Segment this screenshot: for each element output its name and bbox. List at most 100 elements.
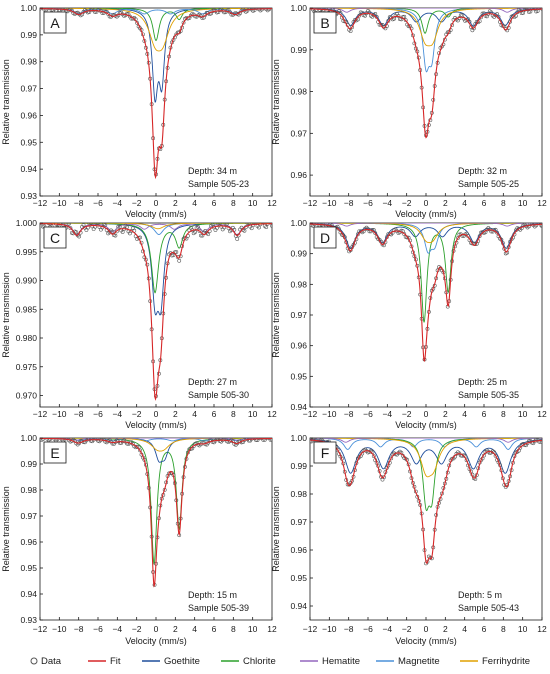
- y-tick-label: 0.93: [20, 615, 37, 625]
- data-point: [348, 29, 353, 33]
- x-tick-label: 2: [173, 409, 178, 419]
- x-tick-label: −10: [52, 198, 67, 208]
- series-ferrihydrite-line: [40, 223, 272, 230]
- y-tick-label: 0.98: [20, 485, 37, 495]
- data-point: [74, 230, 79, 235]
- plot-area: [310, 8, 542, 139]
- x-tick-label: −4: [112, 409, 122, 419]
- x-tick-label: −2: [402, 624, 412, 634]
- y-tick-label: 0.980: [16, 333, 38, 343]
- y-tick-label: 0.99: [290, 249, 307, 259]
- legend-label-data: Data: [41, 656, 62, 667]
- y-tick-label: 0.98: [20, 57, 37, 67]
- x-tick-label: −10: [52, 409, 67, 419]
- x-tick-label: −12: [33, 624, 48, 634]
- y-tick-label: 0.96: [290, 341, 307, 351]
- chart-legend: Data Fit Goethite Chlorite Hematite Magnetite…: [30, 656, 530, 667]
- legend-label-hematite: Hematite: [322, 656, 360, 667]
- y-axis-label: Relative transmission: [1, 59, 11, 145]
- y-tick-label: 0.97: [290, 310, 307, 320]
- series-ferrihydrite-line: [40, 438, 272, 452]
- data-point: [114, 229, 119, 234]
- chart-panel-f: −12 −10 −8 −6 −4 −2 0 2 4 6 8 10 12 0.94 0.95 0.96 0.97 0…: [271, 433, 547, 646]
- y-tick-label: 1.00: [20, 3, 37, 13]
- x-tick-label: −4: [382, 198, 392, 208]
- data-point: [113, 233, 118, 238]
- legend-label-fit: Fit: [110, 656, 121, 667]
- sample-annotation: Sample 505-43: [458, 603, 519, 613]
- y-tick-label: 0.99: [20, 459, 37, 469]
- y-tick-label: 0.99: [20, 30, 37, 40]
- x-tick-label: −8: [344, 198, 354, 208]
- x-tick-label: 12: [267, 624, 277, 634]
- data-point: [181, 20, 186, 25]
- panel-letter-box: [43, 226, 67, 249]
- data-point: [518, 445, 523, 450]
- series-fit-line: [40, 438, 272, 588]
- data-point: [96, 223, 100, 225]
- panel-letter-box: [43, 441, 67, 464]
- data-point: [138, 448, 142, 453]
- x-tick-label: 8: [501, 624, 506, 634]
- data-point: [402, 14, 407, 19]
- x-tick-label: −4: [382, 624, 392, 634]
- x-tick-label: 4: [192, 198, 197, 208]
- series-fit-line: [40, 223, 272, 401]
- series-fit-line: [310, 223, 542, 362]
- data-point: [242, 228, 247, 233]
- legend-label-goethite: Goethite: [164, 656, 200, 667]
- data-point: [493, 453, 498, 458]
- y-tick-label: 0.97: [20, 511, 37, 521]
- x-tick-label: −10: [322, 198, 337, 208]
- data-point: [495, 230, 499, 235]
- data-point: [540, 224, 542, 228]
- y-tick-label: 0.975: [16, 362, 38, 372]
- x-axis-label: Velocity (mm/s): [395, 636, 457, 646]
- x-tick-label: −4: [382, 409, 392, 419]
- data-point: [177, 258, 182, 263]
- x-tick-label: 10: [248, 198, 258, 208]
- x-tick-label: 0: [424, 198, 429, 208]
- plot-area: [40, 219, 272, 401]
- data-point: [196, 225, 200, 229]
- x-tick-label: −2: [402, 198, 412, 208]
- data-point: [197, 229, 202, 233]
- x-tick-label: 0: [154, 198, 159, 208]
- data-point: [270, 223, 272, 228]
- x-tick-label: 10: [518, 198, 528, 208]
- data-point: [210, 223, 215, 227]
- x-tick-label: 8: [231, 198, 236, 208]
- legend-label-chlorite: Chlorite: [243, 656, 276, 667]
- depth-annotation: Depth: 25 m: [458, 377, 507, 387]
- legend-label-magnetite: Magnetite: [398, 656, 440, 667]
- series-goethite-line: [310, 438, 542, 474]
- data-point: [450, 456, 455, 461]
- data-point: [249, 226, 254, 231]
- data-point: [171, 253, 176, 258]
- sample-annotation: Sample 505-23: [188, 179, 249, 189]
- panel-letter: E: [50, 445, 59, 461]
- y-axis-label: Relative transmission: [271, 59, 281, 145]
- x-tick-label: 12: [267, 198, 277, 208]
- x-tick-label: 12: [267, 409, 277, 419]
- y-axis-label: Relative transmission: [1, 272, 11, 358]
- chart-panel-b: −12 −10 −8 −6 −4 −2 0 2 4 6 8 10 12 0.96 0.97 0.98 0.99 1…: [271, 3, 547, 219]
- x-tick-label: −4: [112, 198, 122, 208]
- data-point: [373, 12, 378, 16]
- x-tick-label: −10: [322, 409, 337, 419]
- x-tick-label: 0: [424, 624, 429, 634]
- x-tick-label: 12: [537, 624, 547, 634]
- data-point: [217, 223, 222, 225]
- panel-letter-box: [43, 11, 67, 34]
- depth-annotation: Depth: 34 m: [188, 166, 237, 176]
- x-tick-label: 0: [424, 409, 429, 419]
- x-tick-label: −8: [344, 624, 354, 634]
- data-point: [60, 223, 63, 224]
- x-tick-label: 6: [212, 409, 217, 419]
- data-point: [216, 223, 221, 226]
- data-point: [260, 219, 263, 222]
- y-tick-label: 0.990: [16, 276, 38, 286]
- y-axis-label: Relative transmission: [271, 272, 281, 358]
- y-tick-label: 0.99: [290, 45, 307, 55]
- series-hematite-line: [310, 223, 542, 227]
